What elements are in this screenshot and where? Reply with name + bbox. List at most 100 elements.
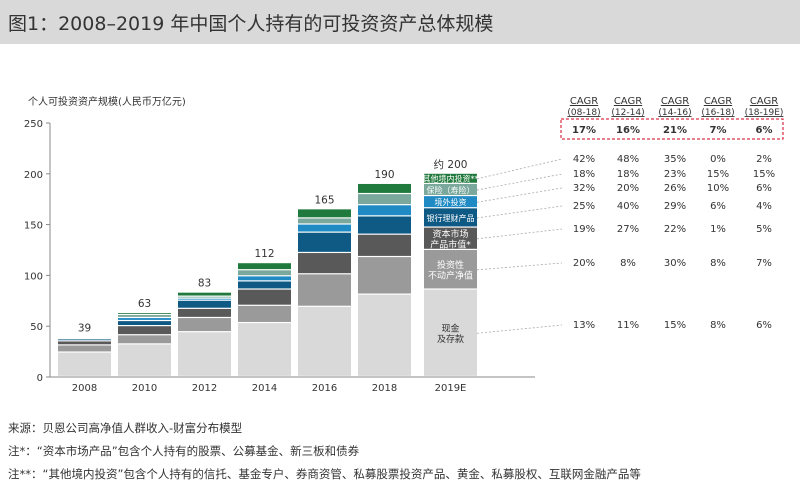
y-tick-label-150: 150 (24, 221, 43, 232)
cagr-cell-5-4: 1% (710, 224, 726, 235)
cagr-cell-2-1: 18% (573, 169, 595, 180)
bar-segment-2016-3 (298, 253, 351, 274)
cagr-header-2-period: (12-14) (611, 108, 644, 118)
x-tick-label-2019E: 2019E (435, 383, 467, 394)
cagr-leader-line-1 (476, 158, 563, 180)
cagr-total-2: 16% (616, 125, 640, 136)
cagr-total-3: 21% (663, 125, 687, 136)
segment-label-2019E-1-2: 及存款 (437, 333, 464, 345)
cagr-leader-line-6 (476, 262, 563, 271)
bar-segment-2016-2 (298, 274, 351, 306)
bar-segment-2010-6 (118, 315, 171, 317)
cagr-cell-4-1: 25% (573, 201, 595, 212)
bar-segment-2008-1 (58, 352, 111, 376)
bar-segment-2010-4 (118, 321, 171, 325)
cagr-cell-2-3: 23% (664, 169, 686, 180)
cagr-cell-4-5: 4% (756, 201, 772, 212)
bar-segment-2018-5 (358, 205, 411, 216)
cagr-cell-7-1: 13% (573, 320, 595, 331)
cagr-header-5-title: CAGR (750, 96, 778, 107)
cagr-leader-line-7 (476, 324, 563, 334)
x-tick-label-2012: 2012 (192, 383, 217, 394)
bar-segment-2014-5 (238, 276, 291, 281)
bar-segment-2018-7 (358, 183, 411, 193)
bar-segment-2018-6 (358, 194, 411, 205)
segment-label-2019E-7-1: 其他境内投资** (423, 174, 479, 184)
bar-segment-2014-2 (238, 305, 291, 322)
segment-label-2019E-1-1: 现金 (441, 323, 459, 335)
title-bar: 图1：2008–2019 年中国个人持有的可投资资产总体规模 (0, 0, 800, 44)
cagr-cell-3-2: 20% (617, 183, 639, 194)
cagr-cell-4-3: 29% (664, 201, 686, 212)
cagr-cell-6-3: 30% (664, 258, 686, 269)
cagr-cell-7-4: 8% (710, 320, 726, 331)
bar-segment-2014-1 (238, 323, 291, 376)
cagr-total-4: 7% (710, 125, 727, 136)
cagr-cell-5-2: 27% (617, 224, 639, 235)
page-title: 图1：2008–2019 年中国个人持有的可投资资产总体规模 (8, 13, 494, 35)
bar-segment-2019E-6 (424, 183, 477, 195)
y-tick-label-100: 100 (24, 271, 43, 282)
cagr-cell-5-1: 19% (573, 224, 595, 235)
cagr-header-3-period: (14-16) (658, 108, 691, 118)
segment-label-2019E-3-2: 产品市值* (430, 238, 471, 250)
cagr-leader-line-5 (476, 228, 563, 240)
cagr-cell-2-5: 15% (753, 169, 775, 180)
cagr-cell-2-4: 15% (707, 169, 729, 180)
y-tick-label-0: 0 (37, 373, 43, 384)
bar-segment-2016-1 (298, 306, 351, 376)
x-tick-label-2008: 2008 (72, 383, 97, 394)
y-tick-label-250: 250 (24, 119, 43, 130)
cagr-cell-3-5: 6% (756, 183, 772, 194)
cagr-cell-6-1: 20% (573, 258, 595, 269)
bar-total-label-2018: 190 (374, 169, 394, 181)
cagr-leader-line-4 (476, 205, 563, 219)
x-tick-label-2010: 2010 (132, 383, 157, 394)
bar-segment-2012-6 (178, 296, 231, 298)
x-tick-label-2016: 2016 (312, 383, 337, 394)
cagr-cell-1-4: 0% (710, 154, 726, 165)
segment-label-2019E-4-1: 银行理财产品 (427, 213, 475, 223)
bar-segment-2010-1 (118, 344, 171, 376)
y-tick-label-50: 50 (30, 322, 43, 333)
bar-segment-2016-4 (298, 232, 351, 252)
cagr-header-1-title: CAGR (570, 96, 598, 107)
bar-segment-2008-3 (58, 341, 111, 345)
cagr-header-3-title: CAGR (661, 96, 689, 107)
source-note: 来源：贝恩公司高净值人群收入-财富分布模型 (8, 421, 243, 435)
y-axis-label: 个人可投资资产规模(人民币万亿元) (28, 95, 186, 108)
bar-segment-2019E-4 (424, 208, 477, 227)
segment-label-2019E-6-1: 保险（寿险） (427, 185, 475, 195)
bar-total-label-2010: 63 (138, 298, 151, 310)
cagr-leader-line-2 (476, 173, 563, 191)
cagr-cell-3-1: 32% (573, 183, 595, 194)
cagr-cell-3-4: 10% (707, 183, 729, 194)
bar-segment-2014-7 (238, 263, 291, 270)
bar-total-label-2008: 39 (78, 322, 91, 334)
bar-segment-2010-5 (118, 318, 171, 320)
cagr-cell-1-1: 42% (573, 154, 595, 165)
segment-label-2019E-5-1: 境外投资 (435, 197, 467, 207)
bar-segment-2016-5 (298, 224, 351, 232)
note-other-domestic: 注**：“其他境内投资”包含个人持有的信托、基金专户、券商资管、私募股票投资产品… (8, 467, 641, 481)
segment-label-2019E-3-1: 资本市场 (432, 228, 468, 240)
cagr-header-4-title: CAGR (704, 96, 732, 107)
cagr-cell-6-4: 8% (710, 258, 726, 269)
segment-label-2019E-2-1: 投资性 (437, 259, 464, 271)
bar-total-label-2014: 112 (254, 248, 274, 260)
bar-total-label-2019E: 约 200 (434, 158, 468, 171)
cagr-header-1-period: (08-18) (567, 108, 600, 118)
x-tick-label-2014: 2014 (252, 383, 277, 394)
bar-segment-2018-1 (358, 294, 411, 376)
bar-segment-2018-4 (358, 216, 411, 234)
cagr-header-5-period: (18-19E) (745, 108, 784, 118)
bar-segment-2010-2 (118, 335, 171, 344)
bar-segment-2018-3 (358, 234, 411, 256)
bar-segment-2012-5 (178, 298, 231, 300)
bar-segment-2016-7 (298, 209, 351, 218)
bar-total-label-2016: 165 (314, 194, 334, 206)
bar-segment-2014-6 (238, 270, 291, 276)
cagr-cell-7-5: 6% (756, 320, 772, 331)
bar-segment-2012-7 (178, 292, 231, 296)
bar-segment-2012-4 (178, 300, 231, 308)
